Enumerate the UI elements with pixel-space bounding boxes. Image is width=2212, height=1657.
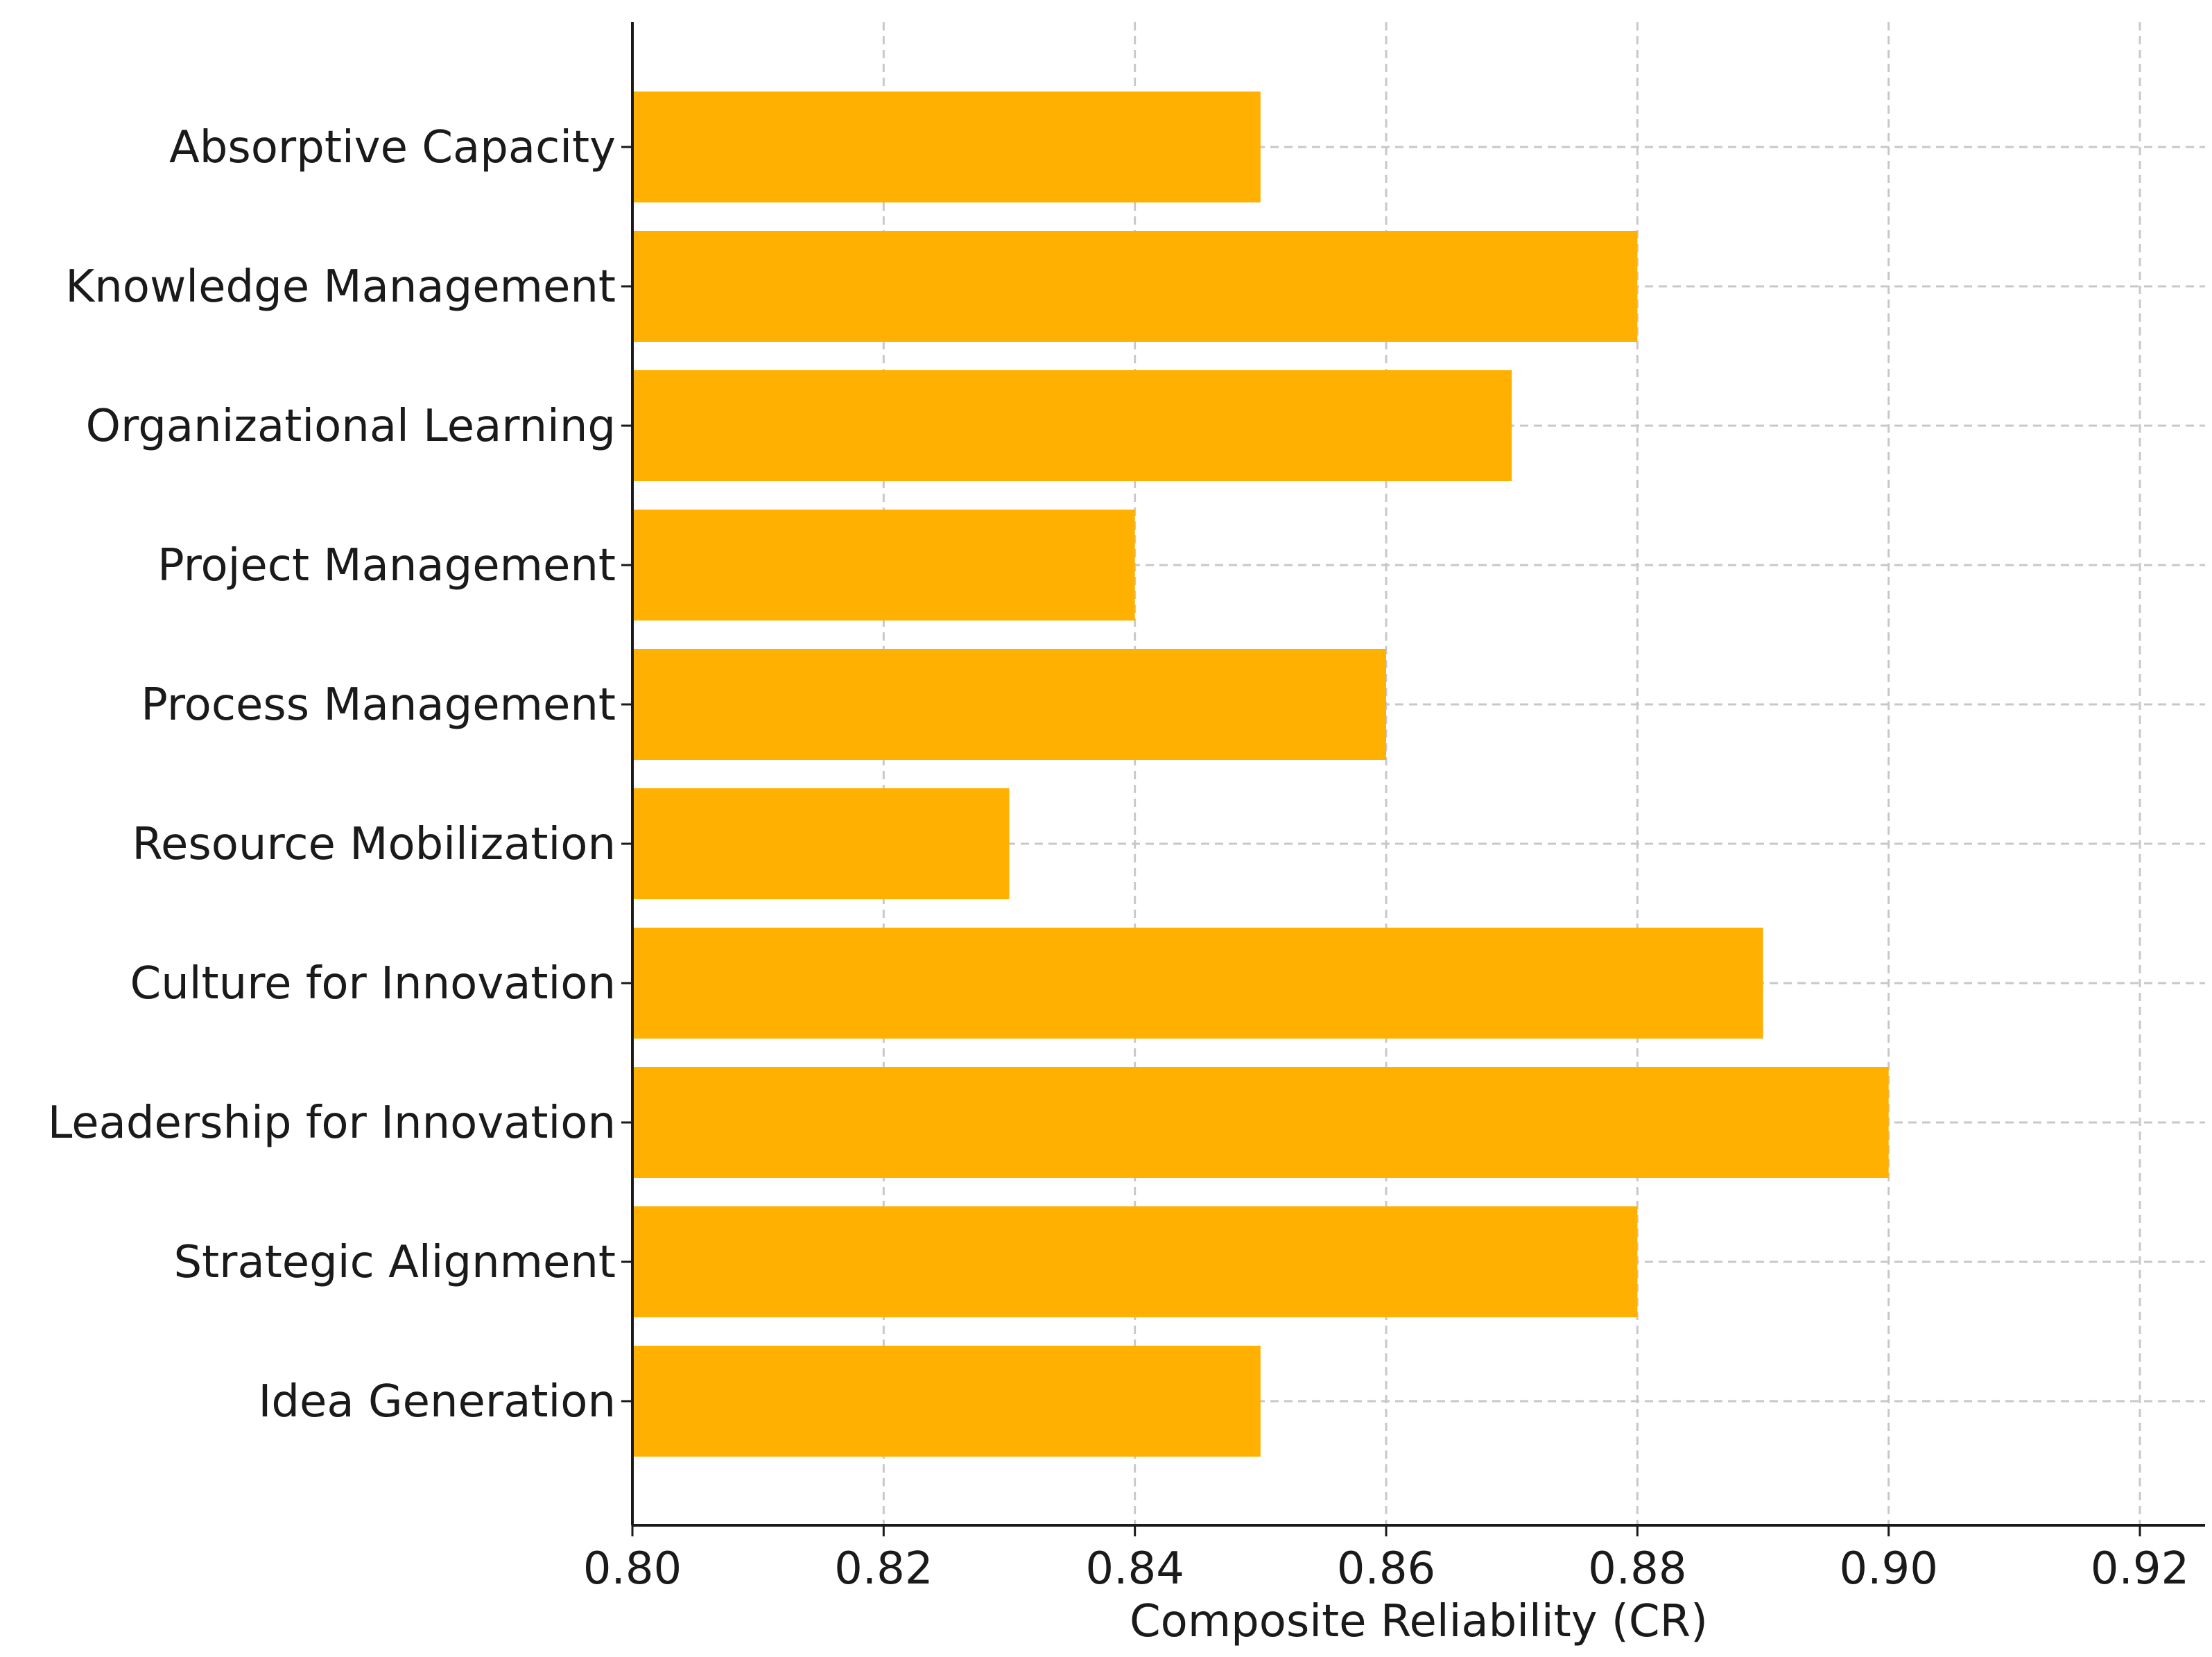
bar [632,928,1763,1039]
bar [632,1206,1638,1317]
x-tick-label: 0.90 [1839,1543,1938,1595]
y-tick-label: Idea Generation [259,1376,616,1428]
axes [631,22,2205,1527]
x-tick-label: 0.82 [834,1543,933,1595]
y-tick-label: Strategic Alignment [173,1237,616,1288]
y-tick-label: Culture for Innovation [130,958,616,1009]
bar [632,649,1386,760]
y-tick-label: Absorptive Capacity [169,122,616,173]
x-tick-label: 0.84 [1085,1543,1184,1595]
y-tick-label: Knowledge Management [65,261,616,313]
bar [632,510,1135,621]
x-axis-title: Composite Reliability (CR) [1130,1596,1708,1647]
bar [632,788,1010,899]
bar [632,1346,1261,1457]
x-tick-label: 0.80 [583,1543,682,1595]
x-tick-labels: 0.80 0.82 0.84 0.86 0.88 0.90 0.92 [583,1525,2190,1595]
x-tick-label: 0.88 [1588,1543,1687,1595]
bar [632,370,1512,481]
y-tick-label: Resource Mobilization [132,819,616,870]
y-tick-labels: Absorptive Capacity Knowledge Management O… [48,122,632,1428]
x-tick-label: 0.92 [2091,1543,2190,1595]
y-tick-label: Process Management [141,679,616,731]
y-tick-label: Project Management [157,540,616,591]
bars [632,92,1889,1457]
x-tick-label: 0.86 [1337,1543,1436,1595]
y-tick-label: Leadership for Innovation [48,1098,616,1149]
bar [632,1067,1889,1178]
y-tick-label: Organizational Learning [86,401,616,452]
bar [632,92,1261,202]
bar [632,231,1638,342]
